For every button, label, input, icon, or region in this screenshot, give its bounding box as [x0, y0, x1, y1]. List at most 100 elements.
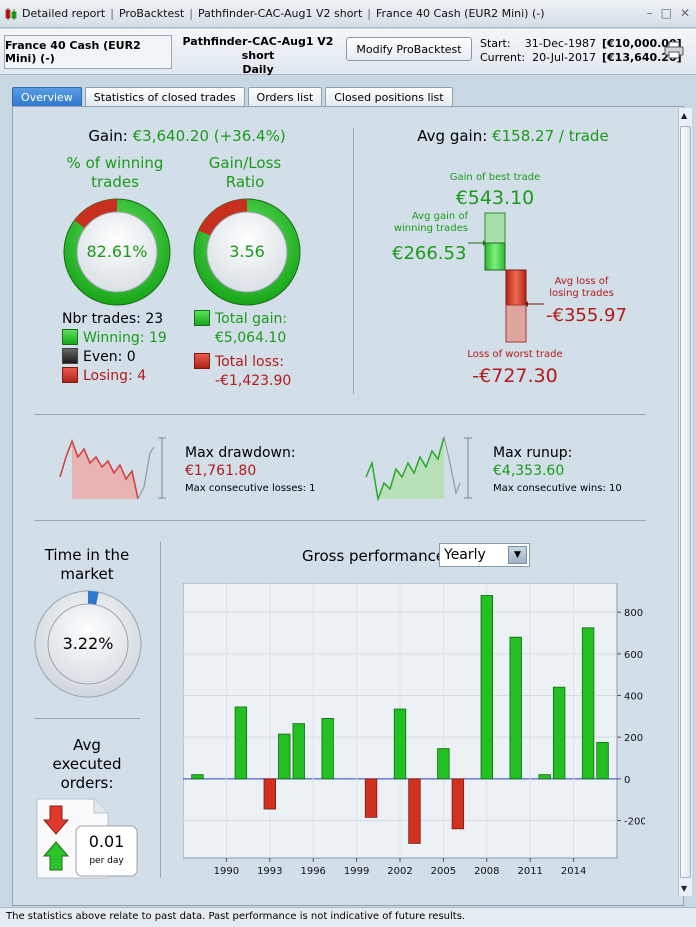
scroll-down-icon[interactable]: ▼ — [681, 884, 688, 893]
date-summary: Start: 31-Dec-1987 [€10,000.00] Current: 20… — [480, 37, 682, 65]
worst-trade-label: Loss of worst trade — [467, 349, 563, 360]
bar-2012[interactable] — [538, 774, 551, 780]
bar-2006[interactable] — [451, 778, 465, 830]
total-gain-swatch — [194, 310, 210, 326]
bar-2005[interactable] — [437, 748, 450, 780]
bar-1997[interactable] — [321, 718, 334, 780]
gross-performance-label: Gross performance — [302, 547, 446, 565]
close-icon[interactable]: ✕ — [679, 6, 690, 20]
divider-horizontal-1 — [34, 414, 646, 415]
avg-win-label-line1: Avg gain of — [411, 211, 468, 222]
start-label: Start: — [480, 37, 511, 50]
total-loss-label: Total loss: — [215, 354, 284, 370]
winning-percent: 82.61% — [86, 242, 148, 261]
bar-2010[interactable] — [509, 636, 522, 780]
total-loss-swatch — [194, 353, 210, 369]
instrument-name[interactable]: France 40 Cash (EUR2 Mini) (-) — [4, 35, 172, 69]
bar-2003[interactable] — [408, 778, 421, 844]
divider-horizontal-2 — [34, 520, 646, 521]
tab-overview[interactable]: Overview — [12, 87, 82, 106]
arrow-up-icon — [42, 841, 70, 871]
consecutive-wins: Max consecutive wins: 10 — [493, 483, 622, 494]
y-tick-label: 200 — [624, 733, 643, 744]
printer-icon[interactable] — [664, 41, 684, 59]
period-select[interactable]: Yearly ▼ — [439, 543, 530, 567]
tab-orders-list[interactable]: Orders list — [247, 87, 323, 106]
bar-2013[interactable] — [552, 686, 566, 780]
bar-1995[interactable] — [292, 723, 305, 780]
tab-statistics-closed-trades[interactable]: Statistics of closed trades — [84, 87, 245, 106]
minimize-icon[interactable]: – — [646, 6, 653, 20]
trade-range-bars — [468, 212, 544, 343]
runup-info: Max runup: €4,353.60 Max consecutive win… — [493, 444, 622, 498]
nbr-trades: Nbr trades: 23 — [62, 311, 164, 327]
drawdown-label: Max drawdown: — [185, 445, 296, 461]
bar-2000[interactable] — [364, 778, 378, 818]
winning-trades-title: % of winning trades — [50, 154, 180, 192]
avg-orders-line3: orders: — [60, 774, 114, 792]
strategy-name: Pathfinder-CAC-Aug1 V2 short — [182, 35, 334, 62]
ratio-title-line1: Gain/Loss — [208, 154, 282, 172]
best-trade-label: Gain of best trade — [449, 172, 541, 183]
divider-vertical-top — [353, 128, 354, 394]
gross-performance-chart: 1990 1993 1996 1999 2002 2005 2008 2011 2014 800… — [183, 583, 645, 877]
bar-2008[interactable] — [480, 595, 493, 780]
total-gain-label: Total gain: — [215, 311, 288, 327]
bar-1991[interactable] — [234, 706, 248, 780]
time-market-title: Time in the market — [32, 546, 142, 584]
runup-label: Max runup: — [493, 445, 573, 461]
time-market-line1: Time in the — [44, 546, 130, 564]
current-label: Current: — [480, 51, 526, 64]
orders-document-icon — [36, 798, 138, 879]
winning-title-line1: % of winning — [66, 154, 164, 172]
x-tick-label: 1999 — [344, 866, 369, 877]
gain-loss-ratio-title: Gain/Loss Ratio — [180, 154, 310, 192]
bar-1994[interactable] — [278, 733, 291, 780]
total-gain-value: €5,064.10 — [215, 330, 287, 346]
breadcrumb-instrument: France 40 Cash (EUR2 Mini) (-) — [375, 7, 545, 20]
candlestick-icon — [4, 7, 18, 21]
timeframe: Daily — [242, 63, 274, 76]
maximize-icon[interactable]: □ — [660, 6, 672, 20]
total-loss-value: -€1,423.90 — [215, 373, 292, 389]
drawdown-info: Max drawdown: €1,761.80 Max consecutive … — [185, 444, 316, 498]
vertical-scrollbar[interactable]: ▲ ▼ — [678, 108, 692, 896]
losing-swatch — [62, 367, 78, 383]
scrollbar-thumb[interactable] — [680, 126, 691, 878]
bar-1988[interactable] — [191, 774, 204, 780]
runup-value: €4,353.60 — [493, 463, 565, 479]
gain-line: Gain: €3,640.20 (+36.4%) — [60, 127, 314, 145]
tab-closed-positions[interactable]: Closed positions list — [325, 87, 453, 106]
even-count: Even: 0 — [83, 349, 136, 365]
x-tick-label: 2014 — [561, 866, 586, 877]
y-tick-label: 0 — [624, 775, 630, 786]
divider-horizontal-3 — [34, 718, 140, 719]
modify-probacktest-button[interactable]: Modify ProBacktest — [346, 37, 472, 61]
chevron-down-icon[interactable]: ▼ — [508, 546, 527, 564]
avg-loss-label-line2: losing trades — [549, 288, 614, 299]
x-tick-label: 2008 — [474, 866, 499, 877]
bar-1993[interactable] — [263, 778, 276, 810]
gain-value: €3,640.20 (+36.4%) — [132, 127, 286, 145]
bar-2015[interactable] — [581, 627, 595, 780]
ratio-title-line2: Ratio — [225, 173, 265, 191]
avg-gain-value: €158.27 / trade — [492, 127, 609, 145]
time-market-line2: market — [60, 565, 114, 583]
avg-orders-title: Avg executed orders: — [32, 736, 142, 793]
drawdown-value: €1,761.80 — [185, 463, 257, 479]
consecutive-losses: Max consecutive losses: 1 — [185, 483, 316, 494]
winning-swatch — [62, 329, 78, 345]
scroll-up-icon[interactable]: ▲ — [681, 111, 688, 120]
avg-loss-label-line1: Avg loss of — [554, 276, 609, 287]
ratio-value: 3.56 — [229, 242, 265, 261]
winning-count: Winning: 19 — [83, 330, 167, 346]
avg-win-label-line2: winning trades — [393, 223, 468, 234]
best-trade-value: €543.10 — [455, 187, 535, 209]
bar-2016[interactable] — [596, 741, 609, 780]
avg-gain-line: Avg gain: €158.27 / trade — [360, 127, 666, 145]
time-market-donut — [34, 590, 142, 698]
y-tick-label: 800 — [624, 608, 643, 619]
current-date: 20-Jul-2017 — [532, 51, 596, 64]
divider-vertical-bottom — [160, 542, 161, 878]
bar-2002[interactable] — [393, 708, 407, 780]
